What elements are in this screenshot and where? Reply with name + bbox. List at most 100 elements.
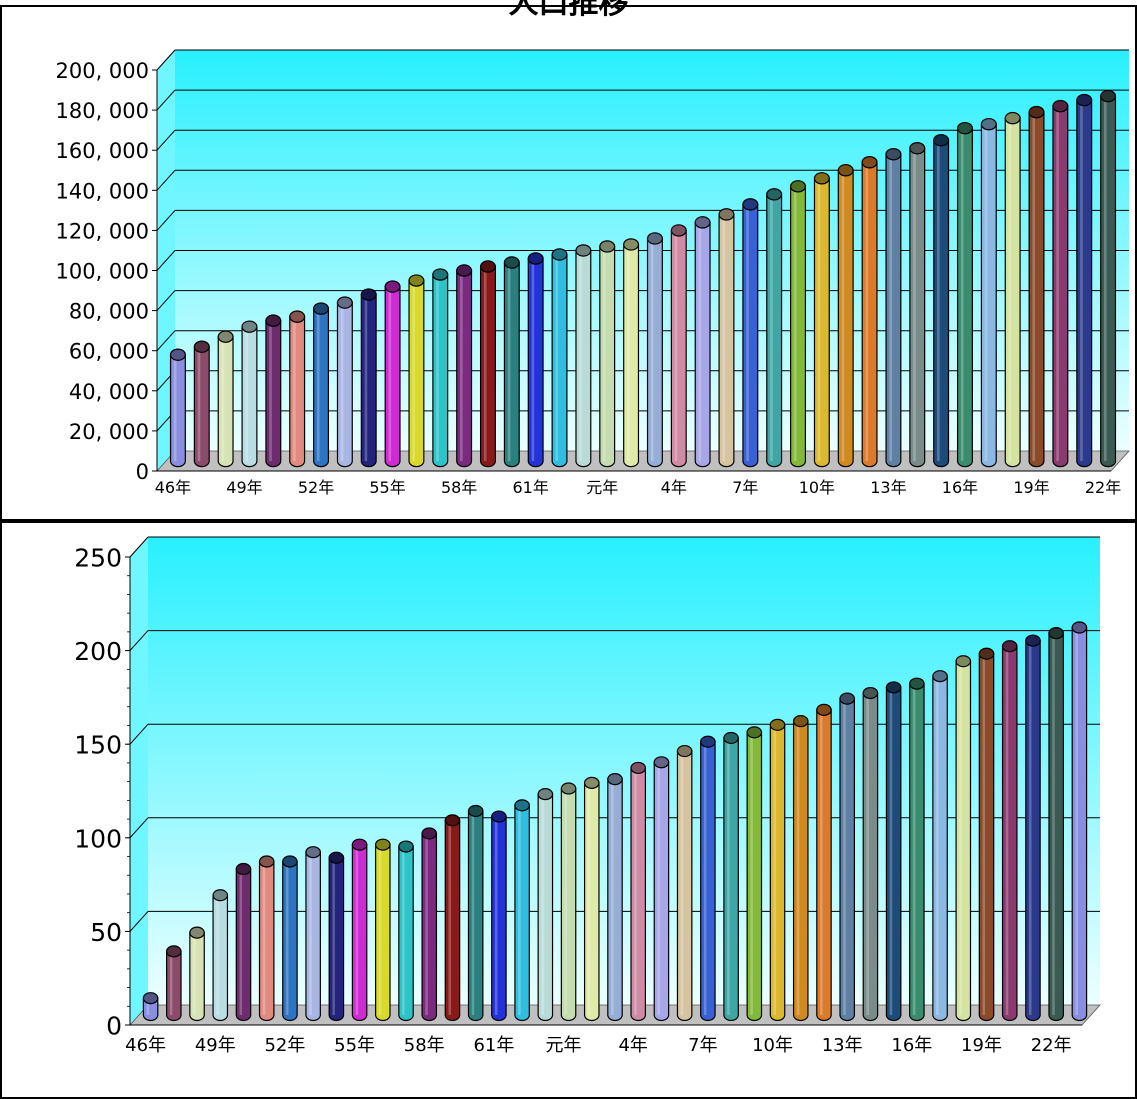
bar-body: [653, 761, 670, 1021]
bar-highlight: [841, 170, 845, 461]
bar: [1004, 111, 1021, 468]
bar-highlight: [507, 262, 511, 461]
y-tick-label: 0: [106, 1012, 122, 1041]
x-tick-label: 13年: [870, 478, 906, 497]
bar-highlight: [820, 709, 823, 1015]
gridline-side: [156, 129, 176, 151]
gridline-side: [129, 536, 149, 558]
x-tick-label: 元年: [546, 1035, 582, 1056]
gridline-side: [156, 169, 176, 191]
bar-body: [623, 243, 640, 468]
x-tick-label: 16年: [942, 478, 978, 497]
bar: [328, 851, 345, 1021]
bar: [432, 268, 449, 468]
bar-body: [1071, 626, 1088, 1022]
bar: [444, 814, 461, 1021]
bar: [166, 945, 182, 1021]
bar-highlight: [169, 951, 173, 1015]
bar: [169, 348, 186, 468]
x-tick-label: 16年: [891, 1035, 932, 1056]
bar: [1025, 634, 1041, 1022]
bar: [742, 198, 759, 468]
x-tick-label: 52年: [264, 1035, 305, 1056]
bar-body: [432, 273, 449, 468]
bar-body: [360, 293, 377, 468]
bar-top: [746, 726, 763, 739]
bar-highlight: [817, 178, 821, 462]
bar: [646, 232, 663, 468]
x-tick-label: 55年: [334, 1035, 375, 1056]
bar: [932, 670, 948, 1021]
bar-body: [646, 237, 663, 468]
bar-top: [551, 248, 568, 261]
bar-body: [491, 815, 507, 1021]
bar-body: [861, 161, 878, 468]
bar: [503, 256, 520, 468]
bar-body: [258, 860, 275, 1021]
bar-highlight: [1080, 100, 1083, 461]
bar-top: [142, 992, 159, 1005]
bar-body: [746, 731, 763, 1021]
bar-body: [1048, 632, 1064, 1022]
bar-body: [1028, 111, 1045, 468]
bar: [723, 731, 739, 1021]
bar-top: [408, 274, 425, 287]
bar-body: [289, 316, 306, 468]
bar-top: [630, 761, 647, 774]
x-tick-label: 46年: [125, 1035, 166, 1056]
y-tick-label: 80, 000: [69, 300, 149, 324]
bar: [193, 340, 210, 468]
bar-top: [1100, 89, 1117, 103]
x-tick-label: 10年: [799, 478, 835, 497]
bar: [336, 296, 353, 468]
bar-highlight: [340, 302, 344, 461]
bar: [575, 244, 592, 468]
bar-top: [336, 296, 353, 309]
bar-body: [336, 302, 353, 468]
bar: [1048, 627, 1064, 1022]
x-tick-label: 13年: [822, 1035, 863, 1056]
bar-highlight: [936, 676, 939, 1015]
y-tick-label: 200: [74, 637, 122, 666]
bar: [955, 655, 972, 1021]
bar-top: [790, 180, 807, 193]
bar-body: [527, 257, 544, 468]
bar-top: [444, 814, 461, 827]
bar-body: [241, 326, 258, 468]
bar-highlight: [1056, 106, 1059, 462]
bar-highlight: [750, 732, 753, 1015]
bar-body: [169, 354, 186, 468]
x-tick-label: 22年: [1031, 1035, 1072, 1056]
bar: [408, 274, 425, 468]
y-tick-label: 160, 000: [55, 139, 149, 163]
bar-top: [217, 330, 234, 343]
bar-body: [408, 279, 425, 468]
bar-highlight: [1008, 118, 1012, 462]
bar-highlight: [722, 214, 725, 461]
x-tick-label: 元年: [586, 478, 618, 497]
bar-top: [351, 838, 368, 851]
y-tick-label: 40, 000: [69, 380, 149, 404]
bar-highlight: [1028, 640, 1032, 1015]
bar-top: [956, 121, 973, 135]
bar-body: [766, 193, 783, 468]
bar-body: [885, 686, 902, 1021]
bar: [289, 310, 306, 468]
bar-body: [503, 261, 520, 468]
y-tick-label: 140, 000: [55, 179, 149, 203]
bar: [909, 142, 926, 468]
x-tick-label: 19年: [1013, 478, 1049, 497]
bar-body: [816, 709, 832, 1021]
bar-body: [670, 229, 687, 468]
bar-body: [456, 269, 473, 468]
bar: [479, 260, 496, 468]
bar-highlight: [555, 254, 559, 461]
bar-highlight: [1104, 96, 1107, 461]
bar: [1100, 89, 1117, 468]
bar-top: [289, 310, 306, 323]
bar-top: [623, 238, 640, 251]
bar-body: [1076, 99, 1093, 468]
bar-top: [479, 260, 496, 273]
x-tick-label: 7年: [732, 478, 758, 497]
